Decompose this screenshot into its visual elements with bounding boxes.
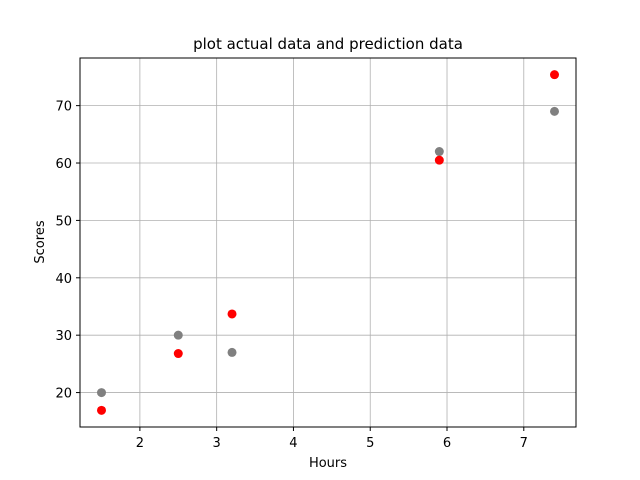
prediction-data-point [227, 309, 237, 319]
y-tick-label: 40 [55, 272, 72, 287]
prediction-data-point [550, 70, 560, 80]
x-tick-label: 2 [136, 436, 144, 451]
actual-data-point [227, 347, 237, 357]
x-tick-label: 4 [289, 436, 297, 451]
y-tick-label: 70 [55, 100, 72, 115]
x-tick-label: 6 [443, 436, 451, 451]
y-tick-label: 60 [55, 157, 72, 172]
y-axis-label: Scores [33, 220, 48, 263]
y-tick-label: 50 [55, 214, 72, 229]
axis-ticks: 2 3 4 5 6 7 20 30 40 50 60 70 [55, 100, 527, 451]
prediction-data-point [96, 405, 106, 415]
data-points [96, 70, 560, 415]
x-tick-label: 3 [213, 436, 221, 451]
x-tick-label: 7 [520, 436, 528, 451]
x-tick-label: 5 [366, 436, 374, 451]
actual-data-point [434, 147, 444, 157]
y-tick-label: 20 [55, 387, 72, 402]
prediction-data-point [434, 155, 444, 165]
plot-frame [79, 57, 577, 428]
y-tick-label: 30 [55, 329, 72, 344]
grid-lines [80, 58, 576, 427]
x-axis-label: Hours [309, 456, 347, 471]
prediction-data-point [173, 349, 183, 359]
actual-data-point [550, 106, 560, 116]
actual-data-point [173, 330, 183, 340]
actual-data-point [96, 388, 106, 398]
chart-title: plot actual data and prediction data [193, 35, 463, 53]
